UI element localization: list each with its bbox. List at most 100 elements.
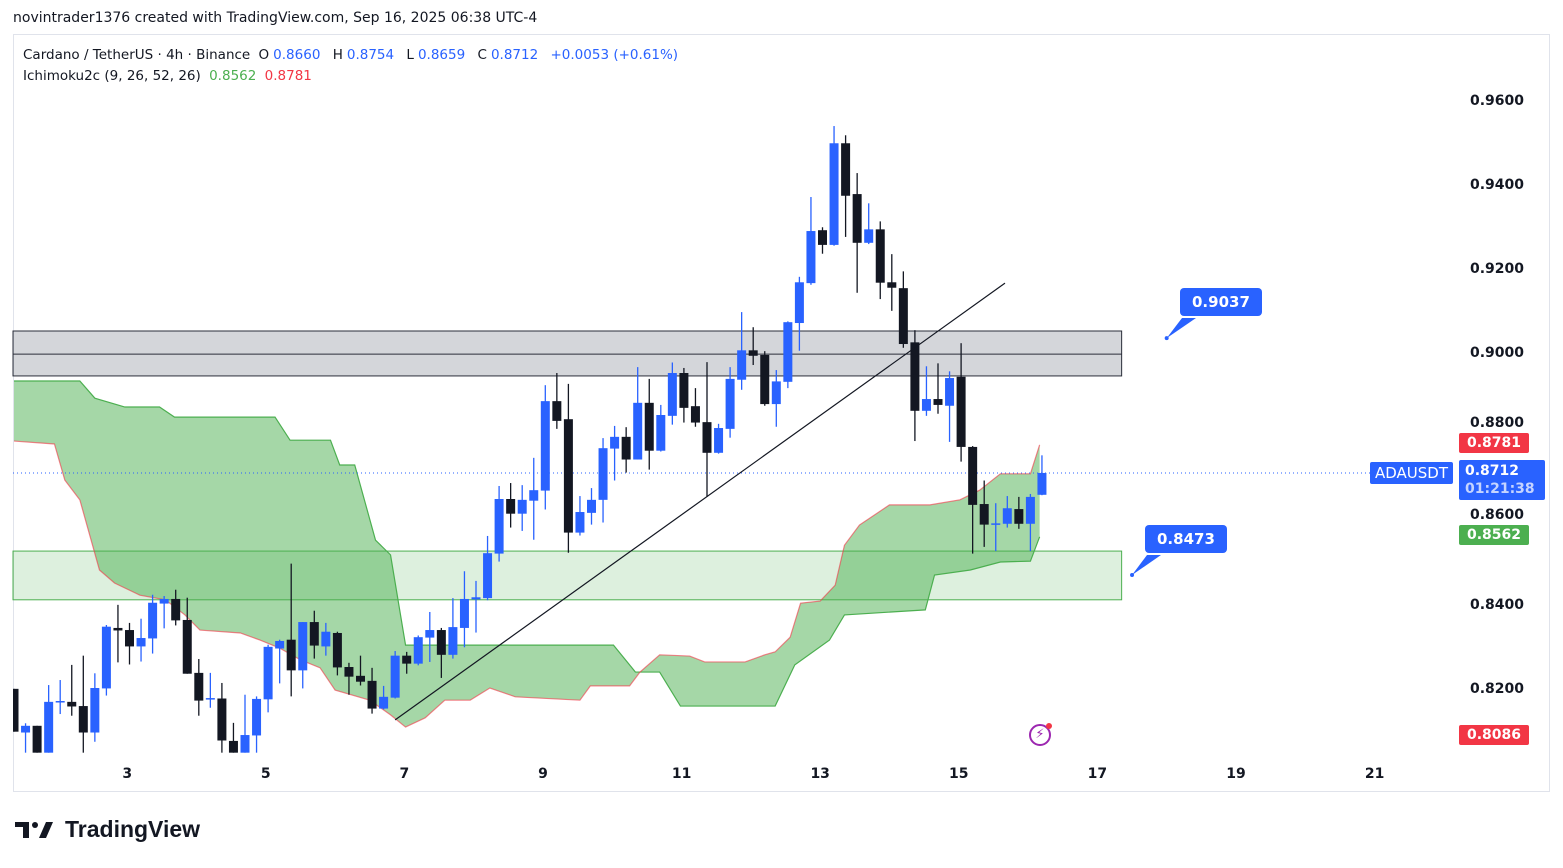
y-axis-tick-label: 0.8800 — [1470, 415, 1524, 431]
candle-body — [101, 626, 111, 689]
last-price-badge: 0.8712 01:21:38 — [1459, 459, 1545, 500]
x-axis-tick-label: 13 — [810, 766, 829, 782]
candle-body — [252, 698, 262, 736]
symbol-title[interactable]: Cardano / TetherUS · 4h · Binance — [23, 47, 251, 63]
candle-body — [702, 422, 712, 453]
lightning-icon[interactable]: ⚡ — [1029, 723, 1052, 746]
candle-body — [864, 229, 874, 243]
candle-body — [760, 354, 770, 405]
candle-body — [367, 680, 377, 709]
low-label: L — [406, 47, 414, 63]
resistance-zone — [12, 330, 1123, 377]
candle-body — [21, 725, 31, 733]
candle-body — [344, 667, 354, 677]
candle-body — [136, 638, 146, 647]
callout-anchor-upper — [1164, 336, 1169, 341]
candle-body — [44, 701, 54, 753]
candle-body — [898, 288, 908, 345]
candle-body — [644, 402, 654, 451]
candle-body — [194, 672, 204, 701]
candle-body — [32, 725, 42, 753]
low-price-badge: 0.8086 — [1459, 724, 1529, 745]
candle-body — [379, 696, 389, 709]
candle-body — [125, 630, 134, 647]
tradingview-logo-icon — [15, 821, 53, 838]
x-axis-tick-label: 5 — [261, 766, 271, 782]
y-axis-tick-label: 0.8200 — [1470, 681, 1524, 697]
candle-body — [483, 553, 493, 599]
chart-frame — [13, 34, 1550, 792]
candle-body — [575, 512, 585, 533]
x-axis-tick-label: 9 — [538, 766, 548, 782]
candle-body — [552, 401, 562, 421]
candle-body — [737, 350, 747, 380]
candle-body — [217, 698, 227, 741]
y-axis-tick-label: 0.8400 — [1470, 597, 1524, 613]
high-value: 0.8754 — [346, 47, 395, 63]
candle-body — [818, 230, 827, 245]
candle-body — [621, 436, 631, 460]
ichimoku-span-green-line — [14, 380, 1041, 707]
candle-body — [841, 143, 851, 196]
candle-body — [667, 373, 677, 416]
open-value: 0.8660 — [273, 47, 321, 63]
x-axis-tick-label: 15 — [949, 766, 968, 782]
chart-legend: Cardano / TetherUS · 4h · Binance O 0.866… — [23, 45, 682, 87]
candle-body — [471, 597, 481, 600]
candle-body — [78, 706, 88, 733]
x-axis-tick-label: 17 — [1088, 766, 1107, 782]
candle-body — [390, 655, 400, 698]
price-callout-lower[interactable]: 0.8473 — [1145, 525, 1227, 553]
close-label: C — [477, 47, 487, 63]
y-axis-tick-label: 0.9000 — [1470, 345, 1524, 361]
callout-anchor-lower — [1130, 573, 1135, 578]
last-price-value: 0.8712 — [1465, 462, 1520, 479]
chart-credit: novintrader1376 created with TradingView… — [13, 10, 538, 26]
candle-body — [887, 282, 897, 288]
candle-body — [979, 504, 989, 525]
candle-body — [506, 499, 516, 514]
candle-body — [921, 399, 931, 411]
high-label: H — [332, 47, 343, 63]
candle-body — [113, 627, 123, 631]
candle-body — [298, 622, 308, 671]
span-red-price-badge: 0.8781 — [1459, 432, 1529, 453]
candle-body — [159, 598, 169, 604]
candle-body — [656, 415, 666, 451]
indicator-value-red: 0.8781 — [264, 68, 312, 84]
candle-body — [748, 350, 758, 356]
indicator-row: Ichimoku2c (9, 26, 52, 26) 0.8562 0.8781 — [23, 66, 682, 87]
callout-pointer-upper — [1166, 318, 1196, 339]
bar-countdown: 01:21:38 — [1465, 480, 1535, 497]
candle-body — [182, 619, 192, 674]
ichimoku-cloud — [14, 380, 1040, 728]
candle-body — [171, 598, 181, 621]
close-value: 0.8712 — [490, 47, 539, 63]
indicator-value-green: 0.8562 — [209, 68, 257, 84]
ohlc-row: Cardano / TetherUS · 4h · Binance O 0.866… — [23, 45, 682, 66]
indicator-name[interactable]: Ichimoku2c (9, 26, 52, 26) — [23, 68, 201, 84]
candle-body — [563, 419, 573, 533]
candle-body — [945, 378, 955, 406]
tradingview-logo[interactable]: TradingView — [15, 816, 200, 843]
low-value: 0.8659 — [417, 47, 466, 63]
candle-body — [794, 282, 804, 324]
candle-body — [598, 448, 608, 500]
y-axis-tick-label: 0.8600 — [1470, 507, 1524, 523]
symbol-tag-badge: ADAUSDT — [1369, 461, 1453, 484]
candle-body — [679, 373, 689, 408]
candle-body — [413, 637, 423, 664]
candle-body — [425, 630, 435, 638]
candle-body — [714, 428, 724, 453]
candle-body — [240, 735, 250, 753]
x-axis-tick-label: 19 — [1226, 766, 1245, 782]
candle-body — [517, 499, 527, 514]
candle-body — [587, 499, 596, 513]
candle-body — [55, 701, 65, 703]
candle-body — [956, 376, 966, 447]
candle-body — [263, 646, 273, 700]
price-callout-upper[interactable]: 0.9037 — [1180, 288, 1262, 316]
candle-body — [436, 630, 446, 655]
candle-body — [875, 229, 885, 283]
